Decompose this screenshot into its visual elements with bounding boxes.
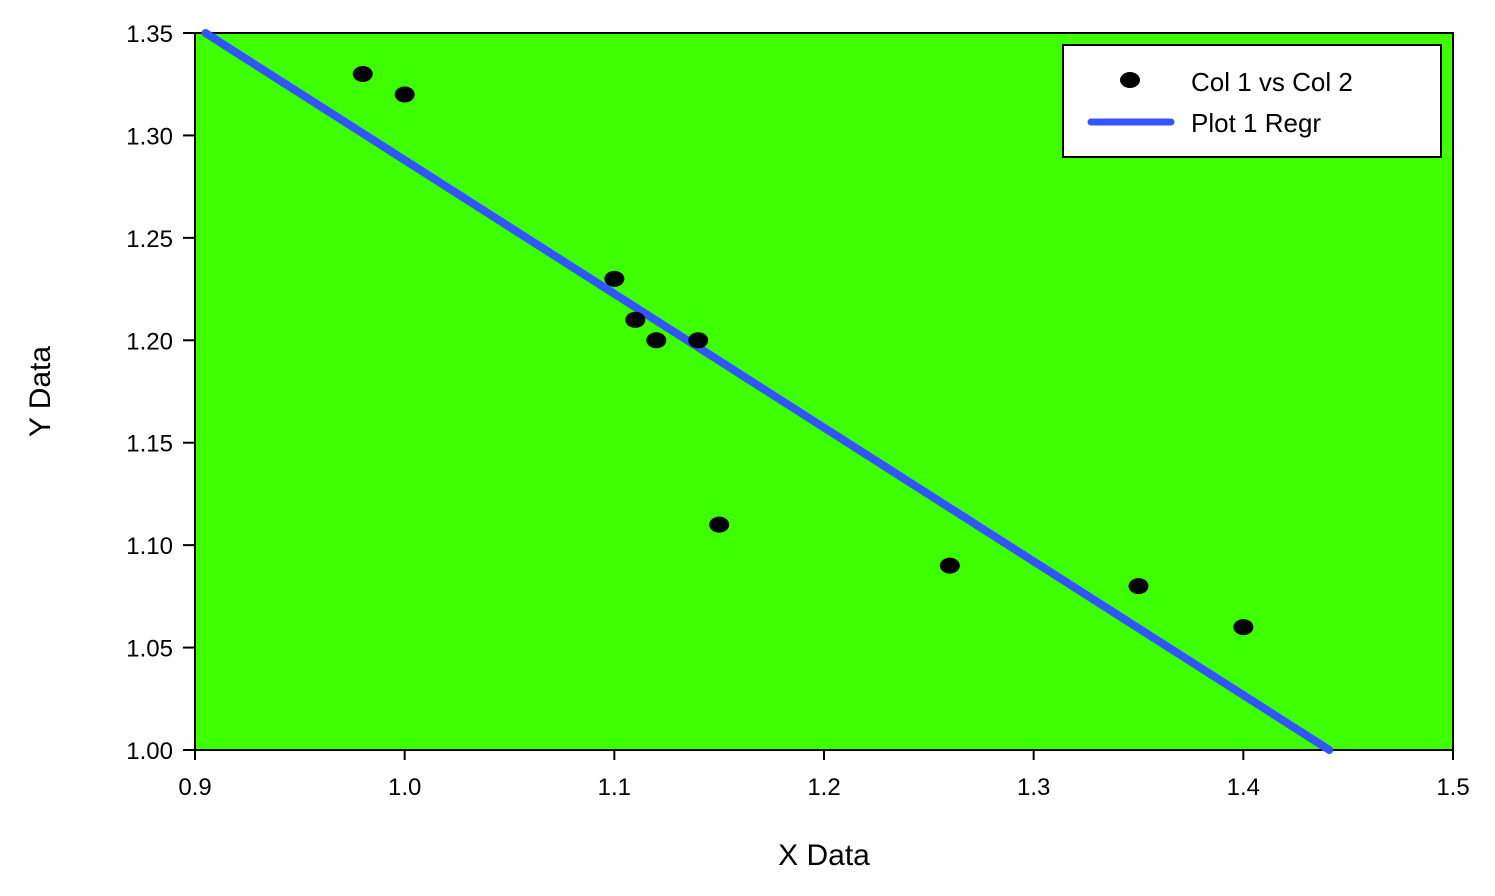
y-tick-label: 1.05	[126, 636, 173, 663]
points-layer	[352, 65, 1254, 636]
x-axis: 0.9 1.0 1.1 1.2 1.3 1.4 1.5	[178, 750, 1470, 801]
data-point	[394, 86, 415, 103]
regression-line	[201, 29, 1334, 754]
data-point	[1233, 619, 1254, 636]
x-tick-label: 1.3	[1017, 774, 1050, 801]
legend-label-scatter: Col 1 vs Col 2	[1191, 67, 1353, 97]
data-point	[604, 270, 625, 287]
x-tick-label: 1.0	[388, 774, 421, 801]
data-point	[939, 557, 960, 574]
regression-layer	[201, 29, 1334, 754]
y-tick-label: 1.20	[126, 328, 173, 355]
legend-marker-scatter	[1120, 72, 1140, 88]
data-point	[646, 332, 667, 349]
y-axis: 1.00 1.05 1.10 1.15 1.20 1.25 1.30 1.35	[126, 21, 195, 765]
data-point	[688, 332, 709, 349]
data-point	[1128, 578, 1149, 595]
x-tick-label: 1.2	[807, 774, 840, 801]
data-point	[352, 65, 373, 82]
x-tick-label: 1.1	[598, 774, 631, 801]
y-tick-label: 1.00	[126, 738, 173, 765]
x-tick-label: 0.9	[178, 774, 211, 801]
y-tick-label: 1.35	[126, 21, 173, 48]
x-tick-label: 1.4	[1227, 774, 1260, 801]
data-point	[625, 311, 646, 328]
y-tick-label: 1.10	[126, 533, 173, 560]
data-point	[709, 516, 730, 533]
y-tick-label: 1.30	[126, 123, 173, 150]
x-axis-title: X Data	[778, 839, 870, 872]
legend-box	[1062, 44, 1442, 158]
y-tick-label: 1.15	[126, 431, 173, 458]
legend-label-regression: Plot 1 Regr	[1191, 108, 1321, 138]
y-axis-title: Y Data	[24, 346, 57, 437]
legend: Col 1 vs Col 2 Plot 1 Regr	[1062, 44, 1442, 158]
x-tick-label: 1.5	[1436, 774, 1469, 801]
y-tick-label: 1.25	[126, 226, 173, 253]
